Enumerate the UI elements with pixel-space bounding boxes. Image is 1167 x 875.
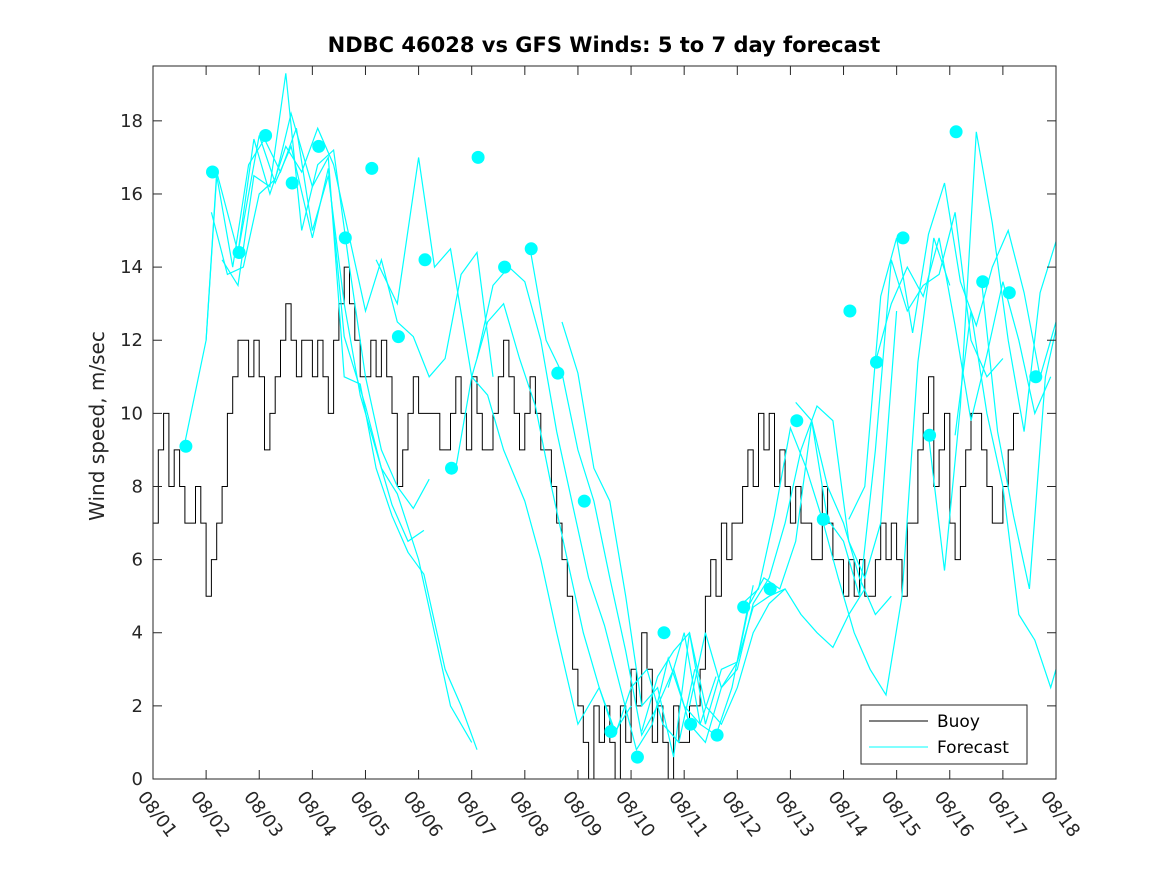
plot-frame [152,65,1057,780]
forecast-marker [498,260,512,274]
y-tick-label: 18 [120,111,143,132]
forecast-marker [1029,370,1043,384]
y-tick-label: 8 [132,476,143,497]
forecast-run-16 [848,182,1057,520]
forecast-marker [338,231,352,245]
legend: Buoy Forecast [860,704,1028,765]
forecast-marker [949,125,963,139]
buoy-series [153,266,1019,780]
forecast-marker [763,582,777,596]
forecast-run-1 [184,135,473,743]
forecast-series [184,73,1057,758]
y-tick-label: 6 [132,550,143,571]
forecast-marker [206,165,219,179]
forecast-run-3 [210,111,478,750]
forecast-marker [577,494,591,508]
forecast-run-14 [742,237,951,697]
forecast-run-10 [561,321,786,758]
plot-background [153,66,1056,779]
y-axis-label: Wind speed, m/sec [85,331,109,521]
forecast-marker [179,439,193,453]
y-tick-label: 12 [120,330,143,351]
y-tick-label: 4 [132,623,143,644]
forecast-marker [737,600,751,614]
forecast-run-11 [641,588,866,732]
y-tick-label: 16 [120,184,143,205]
forecast-run-4 [221,73,430,510]
forecast-marker [471,150,485,164]
legend-box [860,704,1028,765]
forecast-marker [232,246,246,259]
forecast-marker [1002,286,1016,300]
forecast-run-7 [455,302,696,744]
forecast-marker [445,461,458,475]
legend-buoy-label: Buoy [937,712,980,732]
forecast-run-19 [954,310,1057,690]
forecast-run-18 [927,131,1057,571]
forecast-markers [179,125,1043,764]
chart-title: NDBC 46028 vs GFS Winds: 5 to 7 day fore… [328,33,881,57]
forecast-marker [259,129,273,142]
y-tick-label: 10 [120,403,143,424]
forecast-run-9 [529,248,754,744]
forecast-marker [657,626,671,640]
forecast-run-20 [981,281,1057,590]
forecast-marker [524,242,538,256]
y-tick-label: 2 [132,696,143,717]
forecast-run-5 [237,126,494,378]
forecast-run-12 [667,420,892,737]
plot-area [153,66,1056,779]
forecast-marker [312,139,326,153]
forecast-run-6 [375,157,632,733]
forecast-marker [870,355,883,369]
y-tick-label: 14 [120,257,143,278]
y-axis-ticks: 0 2 4 6 8 10 12 14 16 18 [120,111,1056,790]
forecast-marker [684,717,698,731]
forecast-marker [630,750,644,764]
forecast-marker [790,414,804,428]
forecast-marker [365,161,379,175]
forecast-marker [391,330,405,344]
y-tick-label: 0 [132,769,143,790]
forecast-marker [710,728,724,742]
forecast-marker [551,366,565,380]
forecast-marker [285,176,299,190]
forecast-marker [843,304,857,318]
forecast-marker [896,231,910,245]
forecast-run-8 [476,266,717,752]
buoy-line [153,266,1019,780]
forecast-marker [604,725,618,738]
forecast-marker [923,428,937,442]
legend-forecast-label: Forecast [937,738,1009,758]
forecast-marker [976,275,990,289]
forecast-run-2 [205,127,425,543]
forecast-marker [816,512,830,526]
forecast-marker [418,253,432,267]
